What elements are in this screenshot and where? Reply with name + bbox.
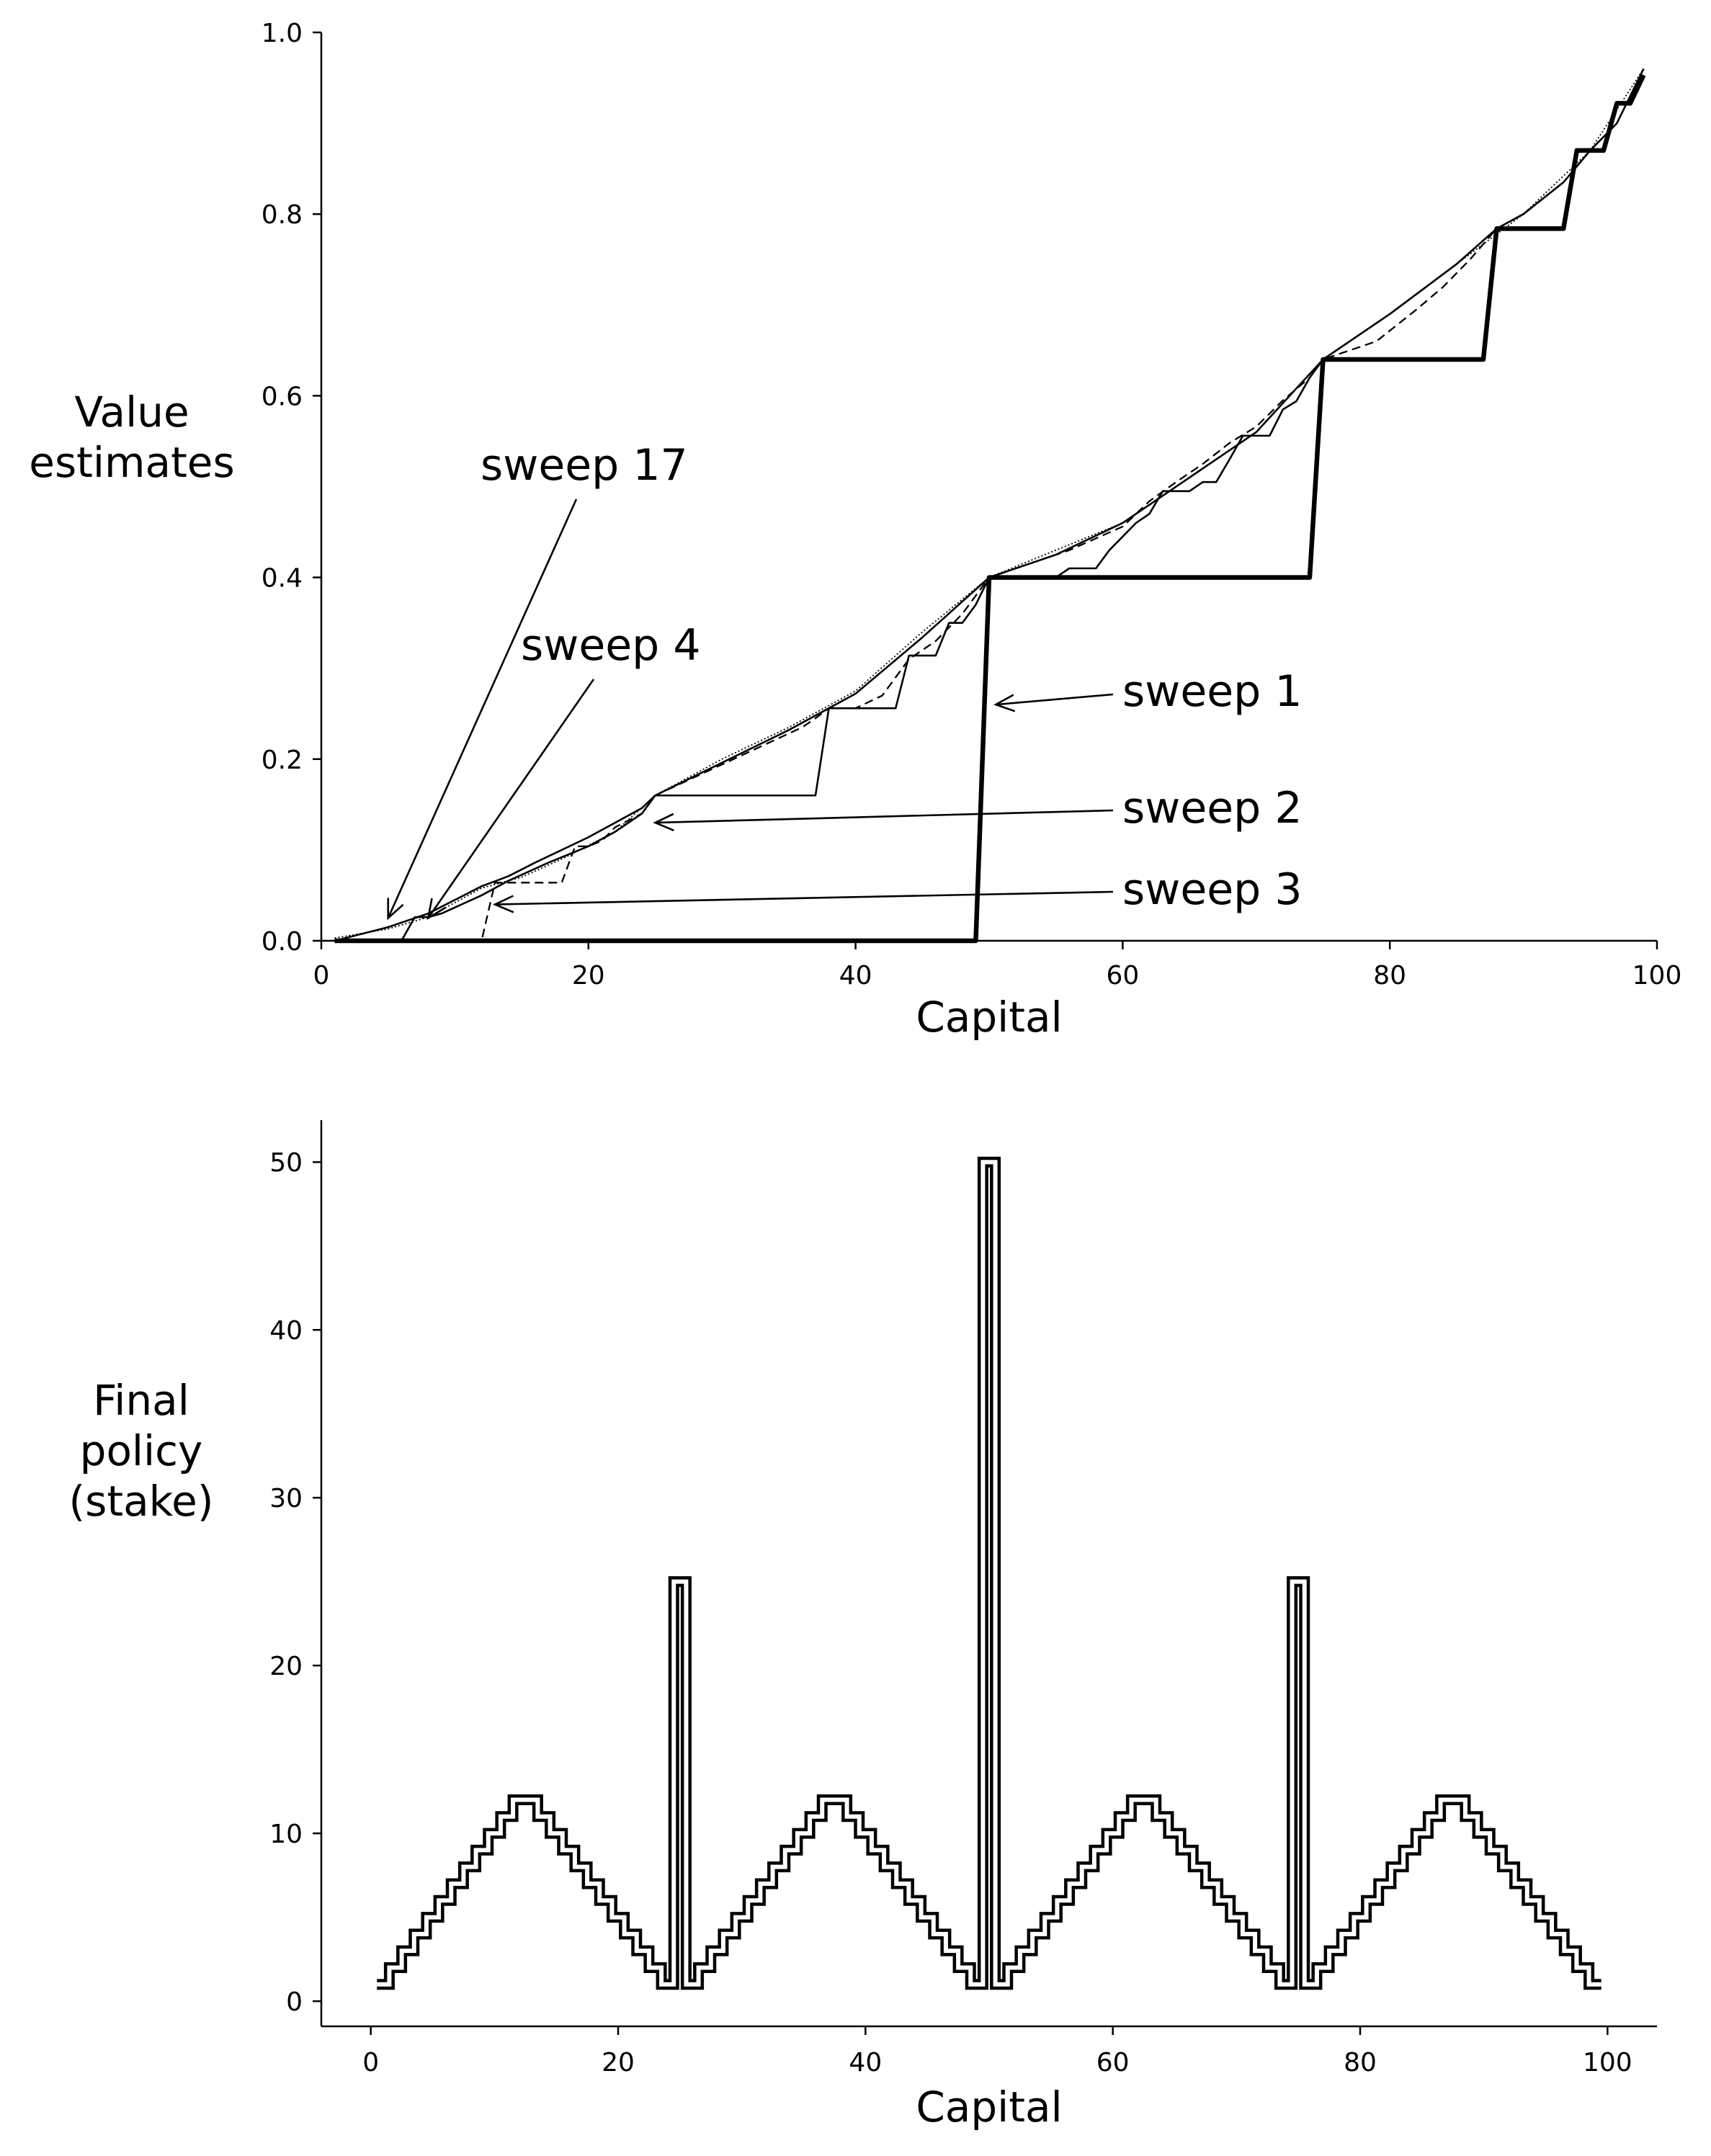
series-line-sweep-3 (334, 228, 1498, 942)
policy-step-line (377, 1156, 1601, 1990)
series-line-sweep-4 (334, 68, 1645, 942)
x-axis-label: Capital (916, 2083, 1062, 2132)
series-line-sweep-17 (334, 68, 1645, 939)
annotation-label: sweep 3 (1122, 864, 1303, 915)
y-tick-label: 0.4 (262, 564, 303, 594)
annotation-arrow-head (653, 813, 674, 831)
y-tick-label: 0.0 (262, 927, 303, 957)
y-tick-label: 0.2 (262, 746, 303, 775)
x-tick-label: 100 (1583, 2048, 1632, 2077)
y-tick-label: 40 (269, 1316, 303, 1346)
annotation-label: sweep 17 (481, 440, 688, 491)
y-axis-label-line: Value (74, 388, 189, 437)
y-axis-label-line: estimates (29, 438, 234, 487)
y-tick-label: 10 (269, 1820, 303, 1849)
x-axis-label: Capital (916, 993, 1062, 1042)
annotation-arrow-line (996, 693, 1114, 706)
annotation-arrow-head (426, 898, 446, 921)
y-tick-label: 30 (269, 1484, 303, 1513)
x-tick-label: 60 (1096, 2048, 1130, 2077)
y-axis-label-line: policy (80, 1426, 203, 1475)
series-line-sweep-2 (334, 359, 1324, 942)
y-tick-label: 50 (269, 1148, 303, 1178)
x-tick-label: 40 (849, 2048, 882, 2077)
y-tick-label: 0.8 (262, 200, 303, 230)
annotation-label: sweep 1 (1122, 666, 1303, 717)
y-axis-label-line: Final (93, 1376, 189, 1425)
y-axis-label-line: (stake) (69, 1477, 214, 1526)
annotation-arrow-line (494, 890, 1114, 905)
annotation-label: sweep 2 (1122, 783, 1303, 833)
final-policy-panel: 0 20 40 60 80 100 0 10 20 30 40 50 Capital Finalpolic… (69, 1120, 1657, 2132)
annotation-label: sweep 4 (521, 620, 701, 671)
annotation-arrow-line (655, 809, 1114, 824)
x-tick-label: 20 (572, 961, 605, 990)
x-tick-label: 100 (1632, 961, 1682, 990)
x-tick-label: 40 (839, 961, 872, 990)
x-tick-label: 80 (1344, 2048, 1377, 2077)
annotation-arrow-head (492, 895, 514, 913)
x-tick-label: 0 (313, 961, 330, 990)
y-tick-label: 20 (269, 1652, 303, 1681)
annotation-arrow-line (387, 498, 578, 919)
annotation-arrow-line (427, 679, 595, 919)
y-tick-label: 0.6 (262, 382, 303, 411)
value-estimates-panel: 0 20 40 60 80 100 0.0 0.2 0.4 0.6 0.8 1.0 Capital Val… (29, 19, 1681, 1042)
y-tick-label: 0 (286, 1987, 303, 2017)
y-tick-label: 1.0 (262, 19, 303, 48)
x-tick-label: 60 (1106, 961, 1139, 990)
x-tick-label: 0 (362, 2048, 379, 2077)
x-tick-label: 80 (1373, 961, 1406, 990)
policy-step-line-inner (377, 1160, 1601, 1987)
annotation-arrow-head (387, 898, 404, 921)
annotation-arrow-head (993, 694, 1016, 712)
series-line-sweep-1 (334, 73, 1646, 944)
x-tick-label: 20 (602, 2048, 635, 2077)
